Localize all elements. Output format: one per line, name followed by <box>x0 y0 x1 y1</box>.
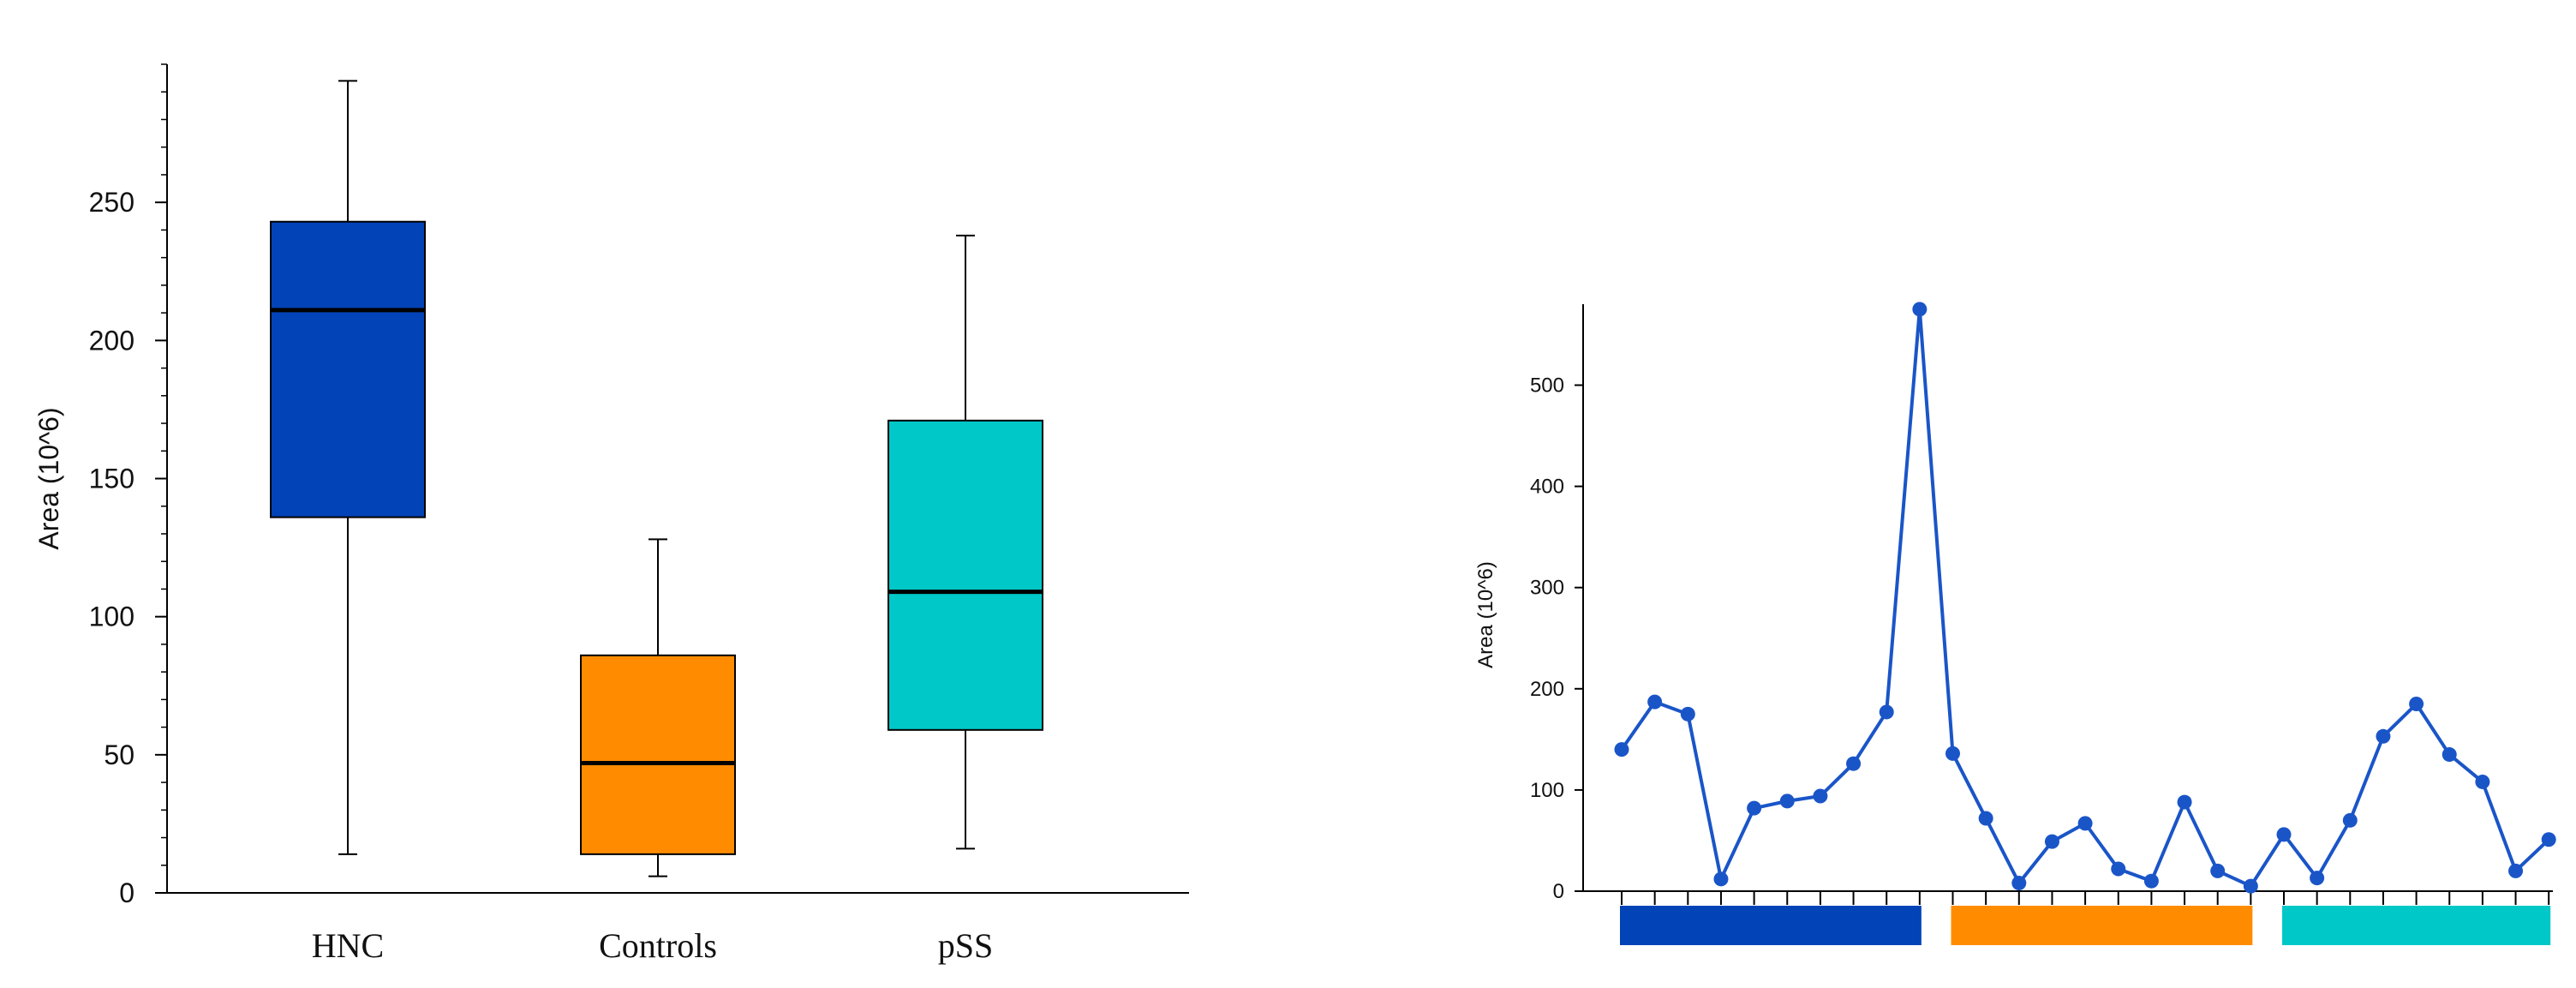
y-tick-label: 100 <box>1530 779 1564 802</box>
y-axis-title: Area (10^6) <box>33 407 64 549</box>
data-point <box>2508 863 2524 878</box>
y-tick-label: 100 <box>89 602 134 632</box>
y-tick-label: 250 <box>89 187 134 218</box>
data-point <box>1978 811 1993 826</box>
iqr-box <box>270 220 426 518</box>
data-point <box>2342 812 2358 828</box>
box-hnc <box>270 80 426 855</box>
box-controls <box>580 538 736 877</box>
data-point <box>2442 747 2457 763</box>
box-pss <box>888 234 1043 850</box>
data-point <box>1647 694 1663 710</box>
y-tick-label: 300 <box>1530 577 1564 600</box>
data-point <box>2376 728 2391 744</box>
group-bar-controls <box>1951 906 2253 945</box>
y-tick-label: 150 <box>89 464 134 494</box>
data-point <box>2077 816 2093 831</box>
data-point <box>2210 863 2226 878</box>
x-category-label: HNC <box>312 926 384 965</box>
y-tick-label: 200 <box>89 325 134 356</box>
x-category-label: Controls <box>599 926 717 965</box>
data-point <box>1846 756 1862 771</box>
data-point <box>2044 834 2059 849</box>
data-point <box>2409 697 2424 712</box>
data-point <box>1912 302 1928 317</box>
y-tick-label: 0 <box>1553 880 1564 903</box>
data-point <box>1813 788 1828 804</box>
group-bar-hnc <box>1620 906 1922 945</box>
data-point <box>2177 794 2192 810</box>
x-category-label: pSS <box>938 926 994 965</box>
data-point <box>1779 793 1795 809</box>
group-bar-pss <box>2282 906 2551 945</box>
data-point <box>2143 873 2159 889</box>
line-plot-chart: 0 100 200 300 400 500 Area (10^6) <box>1474 302 2556 945</box>
data-point <box>1614 742 1629 757</box>
iqr-box <box>888 419 1043 731</box>
y-tick-label: 500 <box>1530 374 1564 397</box>
data-point <box>2011 876 2027 891</box>
y-tick-label: 200 <box>1530 678 1564 701</box>
data-point <box>1713 871 1729 887</box>
iqr-box <box>580 654 736 855</box>
data-point <box>1680 706 1695 722</box>
data-point <box>2111 861 2126 877</box>
y-axis-title: Area (10^6) <box>1474 561 1497 668</box>
series-line <box>1620 307 2550 889</box>
data-point <box>2276 827 2292 842</box>
box-plot-chart: 0 50 100 150 200 250 Area (10^6) HNC Controls pSS <box>33 63 1189 965</box>
y-tick-label: 0 <box>119 877 134 908</box>
y-tick-label: 400 <box>1530 476 1564 499</box>
data-point <box>1747 800 1762 816</box>
data-point <box>1879 704 1894 720</box>
data-point <box>2475 774 2490 789</box>
data-point <box>1945 745 1960 761</box>
y-tick-label: 50 <box>104 740 134 770</box>
data-point <box>2541 832 2556 847</box>
data-point <box>2310 871 2325 886</box>
data-point <box>2243 878 2258 894</box>
